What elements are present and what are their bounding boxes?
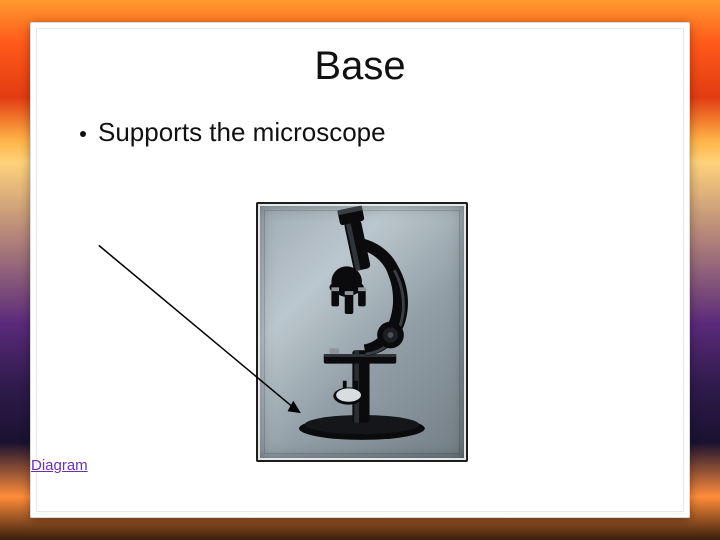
figure-area: Diagram (30, 192, 690, 478)
pointer-arrow (99, 245, 301, 413)
bullet-text: Supports the microscope (98, 117, 386, 148)
bullet-dot-icon (80, 131, 86, 137)
slide-background: Base Supports the microscope (0, 0, 720, 540)
bullet-item: Supports the microscope (64, 117, 656, 148)
figure-overlay-svg (30, 192, 690, 478)
content-card: Base Supports the microscope (30, 22, 690, 518)
microscope-icon (299, 205, 425, 439)
slide-title: Base (64, 44, 656, 89)
diagram-link[interactable]: Diagram (31, 457, 88, 474)
